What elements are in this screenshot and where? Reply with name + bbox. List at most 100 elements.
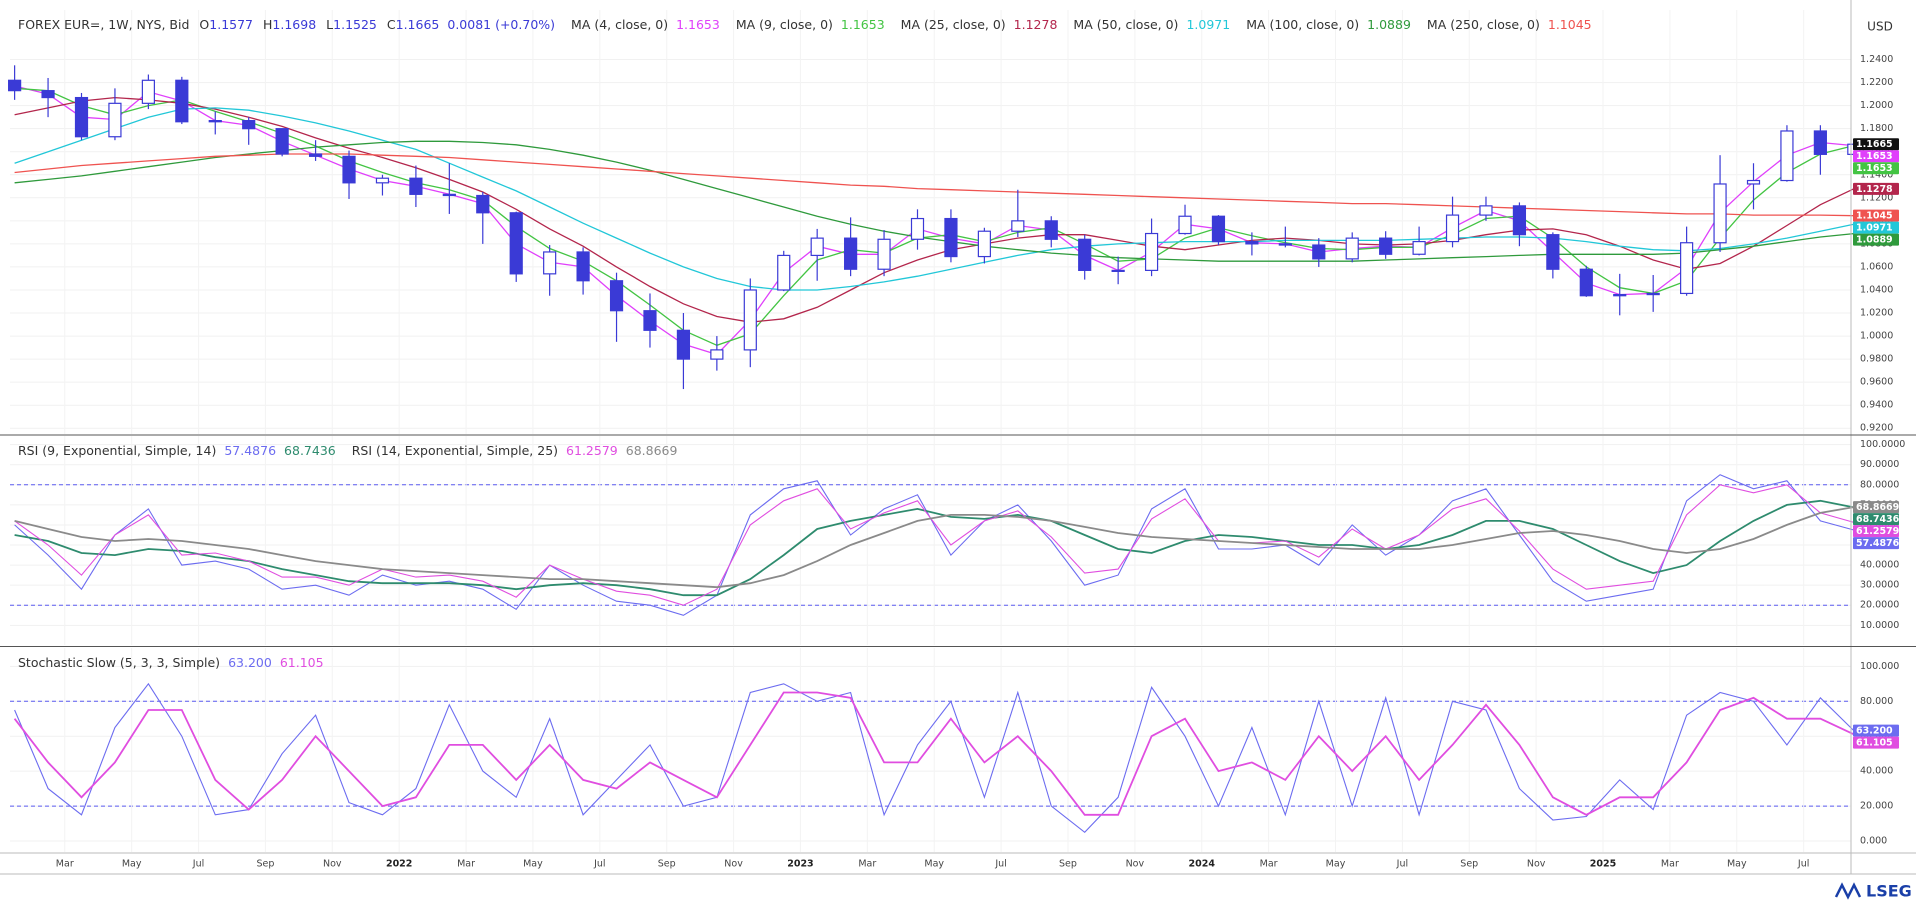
candle-body (1379, 237, 1393, 255)
axis-tag-label: 68.8669 (1856, 502, 1899, 513)
candle-body (609, 280, 624, 312)
candle-body (676, 329, 691, 360)
axis-tag-label: 1.1665 (1856, 139, 1893, 150)
candle-body (1412, 240, 1426, 255)
candle-body (710, 349, 724, 360)
x-tick-label: May (1727, 859, 1747, 870)
x-tick-label: Sep (1059, 859, 1077, 870)
candle-body (74, 96, 89, 138)
candle-body (242, 120, 256, 130)
axis-tag-label: 1.1278 (1856, 184, 1893, 195)
x-tick-label: Jul (1396, 859, 1408, 870)
candle-body (1546, 234, 1560, 270)
candle-body (1445, 214, 1460, 243)
x-tick-label: Jul (593, 859, 605, 870)
y-tick-label: 100.000 (1860, 661, 1899, 672)
logo: LSEG (1834, 882, 1912, 901)
x-tick-label: 2025 (1590, 859, 1616, 870)
ma-line (14, 96, 1855, 323)
candle-body (8, 79, 22, 92)
logo-text: LSEG (1866, 882, 1912, 901)
y-tick-label: 30.0000 (1860, 580, 1899, 591)
y-tick-label: 10.0000 (1860, 620, 1899, 631)
candle-body (509, 212, 523, 275)
axis-tag-label: 1.1653 (1856, 151, 1893, 162)
x-tick-label: May (1326, 859, 1346, 870)
axis-tag-label: 61.2579 (1856, 526, 1899, 537)
indicator-line (14, 682, 1855, 834)
x-tick-label: Mar (56, 859, 74, 870)
currency-label: USD (1867, 20, 1893, 34)
candle-body (409, 177, 423, 195)
candle-body (877, 238, 891, 270)
legend-series-name: RSI (9, Exponential, Simple, 14) (18, 443, 216, 458)
legend-series-value: 1.1653 (841, 17, 885, 32)
candle-body (1111, 269, 1125, 272)
candle-body (743, 289, 757, 351)
y-tick-label: 80.000 (1860, 696, 1893, 707)
y-tick-label: 80.0000 (1860, 479, 1899, 490)
candle-body (1780, 130, 1794, 182)
axis-tag (1853, 537, 1899, 550)
axis-tag-label: 1.0889 (1856, 235, 1893, 246)
x-tick-label: 2022 (386, 859, 412, 870)
axis-tag (1853, 501, 1899, 514)
legend-ohlc-value: 1.1698 (272, 17, 316, 32)
legend-series-name: RSI (14, Exponential, Simple, 25) (352, 443, 558, 458)
y-tick-label: 0.9400 (1860, 400, 1893, 411)
legend-ohlc-label: H (263, 17, 272, 32)
legend-series-value: 1.1045 (1548, 17, 1592, 32)
candle-body (1813, 130, 1827, 155)
candle-body (576, 251, 590, 282)
x-tick-label: Jul (192, 859, 204, 870)
legend-series-name: MA (50, close, 0) (1073, 17, 1178, 32)
legend-series-name: MA (100, close, 0) (1246, 17, 1359, 32)
candle-body (1245, 240, 1259, 245)
legend-ohlc-label: L (326, 17, 333, 32)
axis-tag-label: 1.1045 (1856, 211, 1893, 222)
candle-body (1479, 205, 1493, 216)
candle-body (476, 194, 490, 214)
y-tick-label: 1.2200 (1860, 77, 1893, 88)
candle-body (342, 155, 356, 184)
legend-series-name: MA (250, close, 0) (1427, 17, 1540, 32)
axis-tag (1853, 724, 1899, 737)
axis-tag-label: 57.4876 (1856, 538, 1900, 549)
x-tick-label: Mar (1661, 859, 1679, 870)
axis-tag-label: 1.0971 (1856, 223, 1893, 234)
legend-series-value: 1.0889 (1367, 17, 1411, 32)
axis-tag-label: 63.200 (1856, 726, 1893, 737)
x-tick-label: Mar (858, 859, 876, 870)
axis-tag-label: 1.1653 (1856, 163, 1893, 174)
legend-line-value: 68.8669 (626, 443, 678, 458)
y-tick-label: 1.1400 (1860, 169, 1893, 180)
candle-body (777, 254, 791, 291)
y-tick-label: 100.0000 (1860, 439, 1905, 450)
legend-change: 0.0081 (+0.70%) (447, 17, 555, 32)
candle-body (910, 217, 925, 240)
logo-icon (1834, 882, 1862, 900)
legend-ohlc-label: O (199, 17, 209, 32)
candle-body (1144, 232, 1159, 271)
x-tick-label: May (122, 859, 142, 870)
legend-series-value: 1.0971 (1186, 17, 1230, 32)
axis-tag (1853, 182, 1899, 195)
y-tick-label: 20.0000 (1860, 600, 1899, 611)
marks-layer (8, 65, 1861, 834)
candle-body (108, 102, 122, 138)
x-tick-label: Mar (457, 859, 475, 870)
candle-body (1312, 244, 1326, 260)
candle-body (1078, 238, 1092, 271)
grid-layer (10, 10, 1851, 852)
axis-tag-label: 61.105 (1856, 738, 1893, 749)
indicator-line (14, 506, 1854, 589)
indicator-line (14, 499, 1854, 597)
candle-body (1579, 268, 1593, 297)
candle-body (1345, 237, 1359, 260)
candle-body (543, 251, 557, 275)
y-tick-label: 90.0000 (1860, 459, 1899, 470)
legend-line-value: 57.4876 (224, 443, 276, 458)
